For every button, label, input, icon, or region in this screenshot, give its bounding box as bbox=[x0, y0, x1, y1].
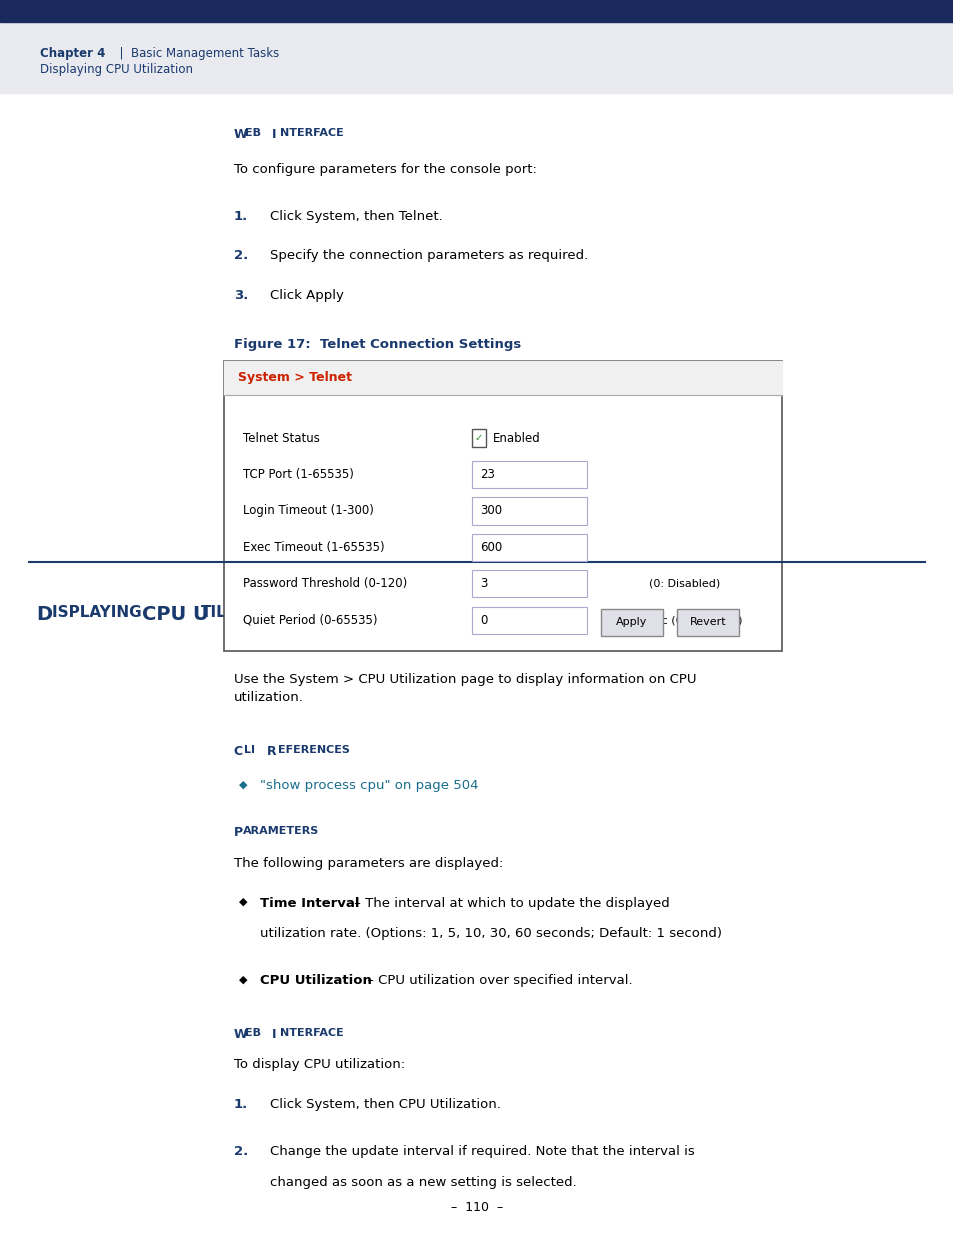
Text: 0: 0 bbox=[479, 614, 487, 627]
Text: 2.: 2. bbox=[233, 1145, 248, 1158]
Text: W: W bbox=[233, 128, 247, 142]
Text: C: C bbox=[233, 745, 243, 758]
Text: I: I bbox=[272, 1028, 276, 1041]
Text: Apply: Apply bbox=[616, 618, 647, 627]
FancyBboxPatch shape bbox=[224, 361, 781, 651]
FancyBboxPatch shape bbox=[472, 498, 586, 525]
Text: ◆: ◆ bbox=[238, 974, 247, 984]
Text: 3.: 3. bbox=[233, 289, 248, 303]
Text: System > Telnet: System > Telnet bbox=[238, 372, 352, 384]
Text: Login Timeout (1-300): Login Timeout (1-300) bbox=[243, 504, 374, 517]
Text: D: D bbox=[36, 605, 52, 624]
Text: 600: 600 bbox=[479, 541, 501, 555]
Text: ARAMETERS: ARAMETERS bbox=[243, 826, 319, 836]
Text: P: P bbox=[233, 826, 243, 840]
Text: Use the System > CPU Utilization page to display information on CPU
utilization.: Use the System > CPU Utilization page to… bbox=[233, 673, 696, 704]
Text: 23: 23 bbox=[479, 468, 495, 482]
Text: EB: EB bbox=[245, 128, 265, 138]
Text: The following parameters are displayed:: The following parameters are displayed: bbox=[233, 857, 502, 871]
FancyBboxPatch shape bbox=[677, 609, 739, 636]
FancyBboxPatch shape bbox=[600, 609, 662, 636]
FancyBboxPatch shape bbox=[472, 606, 586, 634]
FancyBboxPatch shape bbox=[472, 430, 485, 447]
FancyBboxPatch shape bbox=[472, 534, 586, 561]
Text: 1.: 1. bbox=[233, 210, 248, 224]
Text: Telnet Status: Telnet Status bbox=[243, 431, 320, 445]
Text: Change the update interval if required. Note that the interval is: Change the update interval if required. … bbox=[270, 1145, 694, 1158]
Text: Time Interval: Time Interval bbox=[260, 897, 359, 910]
Text: Exec Timeout (1-65535): Exec Timeout (1-65535) bbox=[243, 541, 384, 555]
Text: Displaying CPU Utilization: Displaying CPU Utilization bbox=[40, 63, 193, 75]
Text: Enabled: Enabled bbox=[493, 431, 540, 445]
Bar bbox=[0, 0, 953, 22]
Text: Quiet Period (0-65535): Quiet Period (0-65535) bbox=[243, 614, 377, 627]
Text: Click Apply: Click Apply bbox=[270, 289, 343, 303]
Text: – CPU utilization over specified interval.: – CPU utilization over specified interva… bbox=[363, 974, 633, 988]
Text: Password Threshold (0-120): Password Threshold (0-120) bbox=[243, 577, 407, 590]
Text: 3: 3 bbox=[479, 577, 487, 590]
Text: 1.: 1. bbox=[233, 1098, 248, 1112]
Text: 300: 300 bbox=[479, 504, 501, 517]
Text: NTERFACE: NTERFACE bbox=[280, 1028, 344, 1037]
Text: ✓: ✓ bbox=[475, 433, 482, 443]
Text: EB: EB bbox=[245, 1028, 265, 1037]
Text: R: R bbox=[267, 745, 276, 758]
Text: Chapter 4: Chapter 4 bbox=[40, 47, 106, 59]
Text: (0: Disabled): (0: Disabled) bbox=[648, 579, 720, 589]
Text: TILIZATION: TILIZATION bbox=[201, 605, 295, 620]
Text: ◆: ◆ bbox=[238, 779, 247, 789]
Text: "show process cpu" on page 504: "show process cpu" on page 504 bbox=[260, 779, 478, 793]
Text: Click System, then CPU Utilization.: Click System, then CPU Utilization. bbox=[270, 1098, 500, 1112]
Text: ◆: ◆ bbox=[238, 897, 247, 906]
Text: changed as soon as a new setting is selected.: changed as soon as a new setting is sele… bbox=[270, 1176, 577, 1189]
Text: |  Basic Management Tasks: | Basic Management Tasks bbox=[112, 47, 278, 59]
Text: ISPLAYING: ISPLAYING bbox=[52, 605, 147, 620]
Text: CPU Utilization: CPU Utilization bbox=[260, 974, 372, 988]
Text: Click System, then Telnet.: Click System, then Telnet. bbox=[270, 210, 442, 224]
Text: TCP Port (1-65535): TCP Port (1-65535) bbox=[243, 468, 354, 482]
Text: utilization rate. (Options: 1, 5, 10, 30, 60 seconds; Default: 1 second): utilization rate. (Options: 1, 5, 10, 30… bbox=[260, 927, 721, 941]
Text: –  110  –: – 110 – bbox=[451, 1202, 502, 1214]
Text: To display CPU utilization:: To display CPU utilization: bbox=[233, 1058, 404, 1072]
Text: Figure 17:  Telnet Connection Settings: Figure 17: Telnet Connection Settings bbox=[233, 338, 520, 352]
Text: Revert: Revert bbox=[689, 618, 726, 627]
Text: I: I bbox=[272, 128, 276, 142]
Text: 2.: 2. bbox=[233, 249, 248, 263]
FancyBboxPatch shape bbox=[472, 461, 586, 488]
Text: NTERFACE: NTERFACE bbox=[280, 128, 344, 138]
Text: EFERENCES: EFERENCES bbox=[277, 745, 349, 755]
Text: – The interval at which to update the displayed: – The interval at which to update the di… bbox=[350, 897, 669, 910]
Bar bbox=[0, 0, 953, 93]
Text: Specify the connection parameters as required.: Specify the connection parameters as req… bbox=[270, 249, 588, 263]
Text: CPU U: CPU U bbox=[142, 605, 209, 624]
Bar bbox=[224, 361, 781, 395]
Text: To configure parameters for the console port:: To configure parameters for the console … bbox=[233, 163, 536, 177]
Text: LI: LI bbox=[244, 745, 259, 755]
FancyBboxPatch shape bbox=[472, 571, 586, 598]
Text: W: W bbox=[233, 1028, 247, 1041]
Text: sec (0: Disabled): sec (0: Disabled) bbox=[648, 615, 741, 625]
